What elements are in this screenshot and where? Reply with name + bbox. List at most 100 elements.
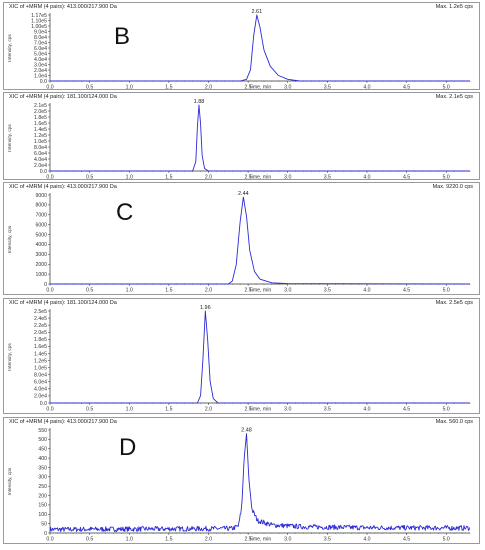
- y-tick-label: 550: [38, 428, 47, 434]
- y-tick-label: 8.0e4: [34, 35, 47, 41]
- x-tick-label: 4.5: [403, 85, 410, 91]
- x-tick-label: 2.0: [205, 537, 212, 543]
- chromatogram-panel-d: XIC of +MRM (4 pairs): 413.000/217.900 D…: [3, 417, 480, 544]
- y-tick-label: 6.0e4: [34, 151, 47, 157]
- x-tick-label: 0.5: [86, 175, 93, 181]
- x-tick-label: 3.0: [284, 288, 291, 294]
- trace-line: [50, 104, 470, 172]
- panel-header-title: XIC of +MRM (4 pairs): 413.000/217.900 D…: [9, 419, 117, 425]
- panel-letter: B: [114, 23, 131, 50]
- chromatogram-plot: 0.02.0e44.0e46.0e48.0e41.0e51.2e51.4e51.…: [7, 99, 471, 181]
- x-tick-label: 3.0: [284, 407, 291, 413]
- y-tick-label: 8.0e4: [34, 372, 47, 378]
- y-tick-label: 400: [38, 456, 47, 462]
- y-tick-label: 50: [41, 521, 47, 527]
- y-tick-label: 1.8e5: [34, 337, 47, 343]
- x-tick-label: 2.5: [245, 85, 252, 91]
- x-tick-label: 0.0: [46, 407, 53, 413]
- chromatogram-panel-b-internal-standard: XIC of +MRM (4 pairs): 181.100/124.000 D…: [3, 92, 480, 180]
- y-tick-label: 0.0: [40, 401, 47, 407]
- y-tick-label: 1000: [35, 272, 47, 278]
- x-tick-label: 4.5: [403, 537, 410, 543]
- y-axis-label: Intensity, cps: [7, 343, 13, 371]
- x-tick-label: 3.5: [324, 85, 331, 91]
- panel-max-label: Max. 2.1e5 cps: [435, 94, 473, 100]
- peak-label: 1.88: [194, 99, 205, 105]
- y-tick-label: 1.17e5: [31, 13, 47, 19]
- panel-max-label: Max. 560.0 cps: [435, 419, 473, 425]
- y-tick-label: 4000: [35, 242, 47, 248]
- x-tick-label: 5.0: [443, 407, 450, 413]
- chromatogram-plot: 0.01.0e42.0e43.0e44.0e45.0e46.0e47.0e48.…: [7, 9, 471, 91]
- panel-letter: C: [116, 199, 134, 226]
- panel-header: XIC of +MRM (4 pairs): 181.100/124.000 D…: [4, 299, 479, 307]
- x-tick-label: 2.0: [205, 85, 212, 91]
- x-tick-label: 5.0: [443, 85, 450, 91]
- y-tick-label: 1.2e5: [34, 133, 47, 139]
- x-tick-label: 2.5: [245, 407, 252, 413]
- x-tick-label: 3.5: [324, 537, 331, 543]
- panel-max-label: Max. 1.2e5 cps: [435, 4, 473, 10]
- y-tick-label: 150: [38, 503, 47, 509]
- chromatogram-plot: 0 1000 2000 3000 4000 5000 6000 7000 8000 9000 0.0…: [7, 191, 471, 294]
- panel-header-title: XIC of +MRM (4 pairs): 181.100/124.000 D…: [9, 94, 117, 100]
- y-tick-label: 1.10e5: [31, 18, 47, 24]
- y-tick-label: 3.0e4: [34, 62, 47, 68]
- y-tick-label: 1.8e5: [34, 115, 47, 121]
- x-axis-label: Time, min: [249, 85, 272, 91]
- x-tick-label: 4.5: [403, 407, 410, 413]
- peak-label: 1.96: [200, 305, 211, 311]
- chromatogram-panel-c: XIC of +MRM (4 pairs): 413.000/217.900 D…: [3, 182, 480, 295]
- x-tick-label: 5.0: [443, 175, 450, 181]
- trace-line: [50, 196, 471, 285]
- panel-header: XIC of +MRM (4 pairs): 413.000/217.900 D…: [4, 418, 479, 426]
- y-tick-label: 5.0e4: [34, 51, 47, 57]
- panel-header: XIC of +MRM (4 pairs): 413.000/217.900 D…: [4, 183, 479, 191]
- peak-label: 2.61: [251, 9, 262, 15]
- y-tick-label: 4.0e4: [34, 57, 47, 63]
- x-tick-label: 3.0: [284, 85, 291, 91]
- x-tick-label: 0.0: [46, 288, 53, 294]
- y-tick-label: 2.1e5: [34, 103, 47, 109]
- x-tick-label: 2.5: [245, 537, 252, 543]
- y-tick-label: 1.6e5: [34, 344, 47, 350]
- y-tick-label: 1.00e5: [31, 24, 47, 30]
- y-tick-label: 3000: [35, 252, 47, 258]
- x-tick-label: 1.5: [165, 288, 172, 294]
- x-tick-label: 1.5: [165, 537, 172, 543]
- x-tick-label: 3.5: [324, 407, 331, 413]
- y-tick-label: 7000: [35, 213, 47, 219]
- x-tick-label: 0.5: [86, 537, 93, 543]
- y-axis-label: Intensity, cps: [7, 34, 13, 62]
- x-tick-label: 3.0: [284, 537, 291, 543]
- y-tick-label: 250: [38, 484, 47, 490]
- y-tick-label: 2.2e5: [34, 323, 47, 329]
- chromatogram-panel-c-internal-standard: XIC of +MRM (4 pairs): 181.100/124.000 D…: [3, 298, 480, 414]
- y-tick-label: 350: [38, 465, 47, 471]
- peak-label: 2.44: [238, 191, 249, 197]
- panel-header: XIC of +MRM (4 pairs): 413.000/217.900 D…: [4, 3, 479, 11]
- y-axis-label: Intensity, cps: [7, 124, 13, 152]
- x-tick-label: 4.5: [403, 288, 410, 294]
- y-tick-label: 0: [44, 531, 47, 537]
- trace-line: [49, 433, 471, 533]
- x-axis-label: Time, min: [249, 407, 272, 413]
- y-tick-label: 9.0e4: [34, 29, 47, 35]
- panel-max-label: Max. 2.5e5 cps: [435, 300, 473, 306]
- y-tick-label: 1.4e5: [34, 351, 47, 357]
- x-tick-label: 2.5: [245, 288, 252, 294]
- y-tick-label: 8000: [35, 203, 47, 209]
- y-tick-label: 200: [38, 493, 47, 499]
- x-tick-label: 1.5: [165, 175, 172, 181]
- x-axis-label: Time, min: [249, 175, 272, 181]
- y-tick-label: 450: [38, 447, 47, 453]
- x-tick-label: 1.0: [126, 407, 133, 413]
- panel-header-title: XIC of +MRM (4 pairs): 181.100/124.000 D…: [9, 300, 117, 306]
- y-tick-label: 7.0e4: [34, 40, 47, 46]
- y-tick-label: 6.0e4: [34, 380, 47, 386]
- x-axis-label: Time, min: [249, 537, 272, 543]
- x-tick-label: 0.0: [46, 85, 53, 91]
- trace-line: [50, 310, 470, 404]
- y-tick-label: 2.0e4: [34, 68, 47, 74]
- x-tick-label: 3.5: [324, 288, 331, 294]
